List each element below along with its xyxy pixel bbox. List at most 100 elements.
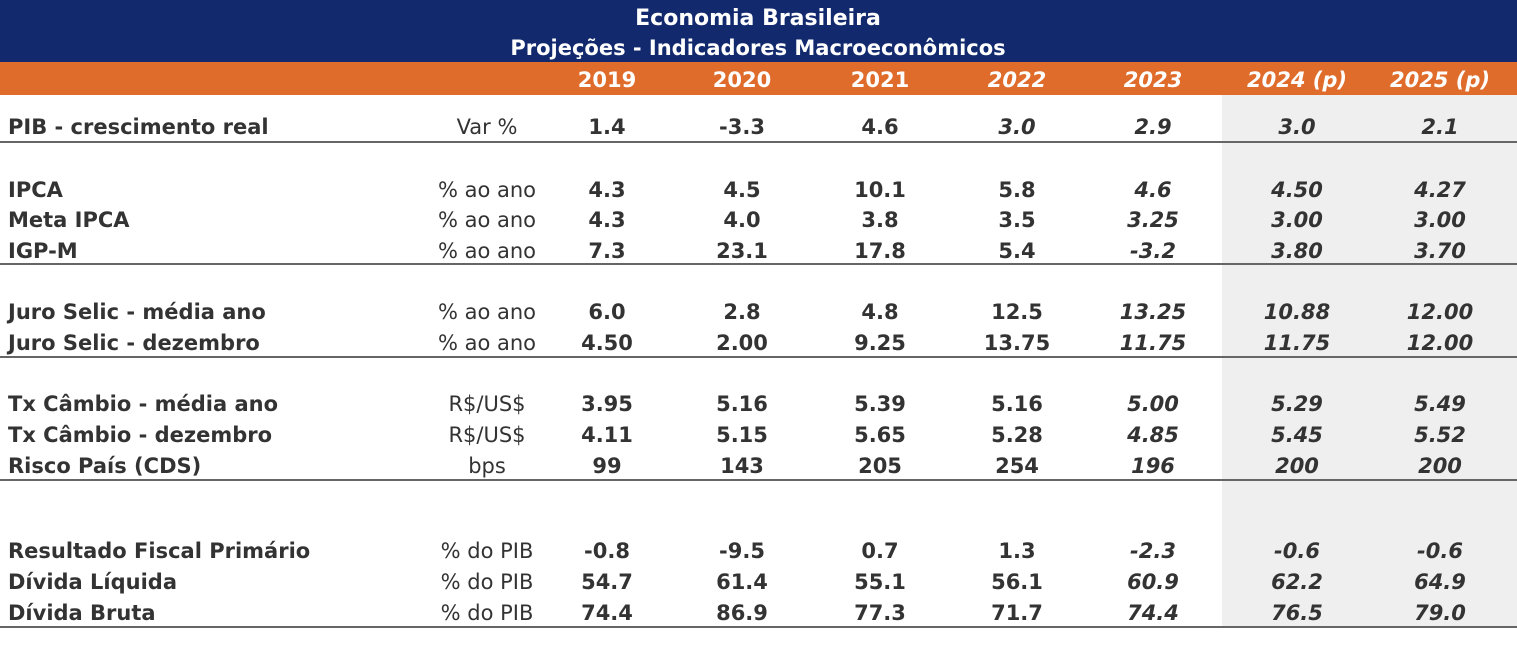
cell: 2.1 <box>1421 115 1459 139</box>
cell: 3.5 <box>998 208 1036 232</box>
cell: 64.9 <box>1414 570 1466 594</box>
row-unit: % ao ano <box>437 208 537 232</box>
cell: 5.29 <box>1271 392 1323 416</box>
cell: 5.28 <box>991 423 1043 447</box>
cell: -0.6 <box>1274 539 1320 563</box>
cell: 86.9 <box>716 601 768 625</box>
cell: -0.8 <box>584 539 630 563</box>
cell: 5.52 <box>1414 423 1466 447</box>
cell: 196 <box>1131 454 1175 478</box>
cell: 5.49 <box>1414 392 1466 416</box>
cell: 4.50 <box>581 331 633 355</box>
column-header: 2023 <box>1123 68 1183 92</box>
cell: 3.0 <box>998 115 1036 139</box>
row-label: Meta IPCA <box>8 208 130 232</box>
cell: 3.00 <box>1414 208 1466 232</box>
cell: 3.0 <box>1278 115 1316 139</box>
row-label: Juro Selic - média ano <box>8 300 266 324</box>
cell: 3.70 <box>1414 239 1466 263</box>
cell: 5.39 <box>854 392 906 416</box>
header-band <box>0 62 1517 95</box>
cell: 11.75 <box>1119 331 1187 355</box>
cell: 3.80 <box>1271 239 1323 263</box>
cell: 17.8 <box>854 239 906 263</box>
column-header: 2020 <box>712 68 772 92</box>
row-label: Dívida Bruta <box>8 601 156 625</box>
cell: -9.5 <box>719 539 765 563</box>
cell: 5.4 <box>998 239 1036 263</box>
cell: 3.8 <box>861 208 899 232</box>
cell: -3.2 <box>1130 239 1176 263</box>
cell: 5.15 <box>716 423 768 447</box>
title: Economia Brasileira <box>635 6 881 31</box>
row-unit: R$/US$ <box>448 423 526 447</box>
column-header: 2021 <box>850 68 910 92</box>
cell: 56.1 <box>991 570 1043 594</box>
row-label: Risco País (CDS) <box>8 454 202 478</box>
cell: 4.8 <box>861 300 899 324</box>
cell: 2.8 <box>723 300 761 324</box>
row-label: IPCA <box>8 178 63 202</box>
cell: 4.11 <box>581 423 633 447</box>
cell: 5.16 <box>991 392 1043 416</box>
cell: 4.5 <box>723 178 761 202</box>
cell: 143 <box>720 454 764 478</box>
row-unit: % ao ano <box>437 239 537 263</box>
row-label: IGP-M <box>8 239 78 263</box>
row-separator <box>0 263 1517 265</box>
cell: 2.00 <box>716 331 768 355</box>
cell: 79.0 <box>1414 601 1466 625</box>
cell: 1.4 <box>588 115 626 139</box>
cell: -0.6 <box>1417 539 1463 563</box>
column-header: 2025 (p) <box>1390 68 1490 92</box>
row-unit: Var % <box>456 115 518 139</box>
cell: 7.3 <box>588 239 626 263</box>
cell: 9.25 <box>854 331 906 355</box>
row-unit: % ao ano <box>437 178 537 202</box>
cell: 12.00 <box>1406 300 1474 324</box>
cell: 4.50 <box>1271 178 1323 202</box>
row-unit: % do PIB <box>440 539 534 563</box>
cell: 6.0 <box>588 300 626 324</box>
cell: 2.9 <box>1134 115 1172 139</box>
cell: 4.6 <box>1134 178 1172 202</box>
row-separator <box>0 141 1517 143</box>
cell: 11.75 <box>1263 331 1331 355</box>
cell: 74.4 <box>1127 601 1179 625</box>
row-label: PIB - crescimento real <box>8 115 269 139</box>
cell: 4.85 <box>1127 423 1179 447</box>
row-label: Juro Selic - dezembro <box>8 331 260 355</box>
row-unit: % do PIB <box>440 570 534 594</box>
cell: 4.0 <box>723 208 761 232</box>
cell: 62.2 <box>1271 570 1323 594</box>
row-unit: % ao ano <box>437 300 537 324</box>
cell: 205 <box>858 454 902 478</box>
row-label: Tx Câmbio - média ano <box>8 392 279 416</box>
cell: 0.7 <box>861 539 899 563</box>
row-separator <box>0 356 1517 358</box>
row-separator <box>0 479 1517 481</box>
cell: 60.9 <box>1127 570 1179 594</box>
cell: 200 <box>1275 454 1319 478</box>
row-separator <box>0 626 1517 628</box>
cell: 4.3 <box>588 208 626 232</box>
cell: 76.5 <box>1271 601 1323 625</box>
cell: 5.45 <box>1271 423 1323 447</box>
cell: 200 <box>1418 454 1462 478</box>
cell: -2.3 <box>1130 539 1176 563</box>
row-label: Resultado Fiscal Primário <box>8 539 311 563</box>
cell: 12.5 <box>991 300 1043 324</box>
cell: 10.1 <box>854 178 906 202</box>
cell: 10.88 <box>1263 300 1331 324</box>
row-unit: % ao ano <box>437 331 537 355</box>
subtitle: Projeções - Indicadores Macroeconômicos <box>510 36 1006 60</box>
cell: 5.65 <box>854 423 906 447</box>
cell: 71.7 <box>991 601 1043 625</box>
cell: 3.00 <box>1271 208 1323 232</box>
cell: 23.1 <box>716 239 768 263</box>
cell: 4.6 <box>861 115 899 139</box>
cell: 4.27 <box>1414 178 1466 202</box>
cell: 3.25 <box>1127 208 1179 232</box>
cell: 61.4 <box>716 570 768 594</box>
